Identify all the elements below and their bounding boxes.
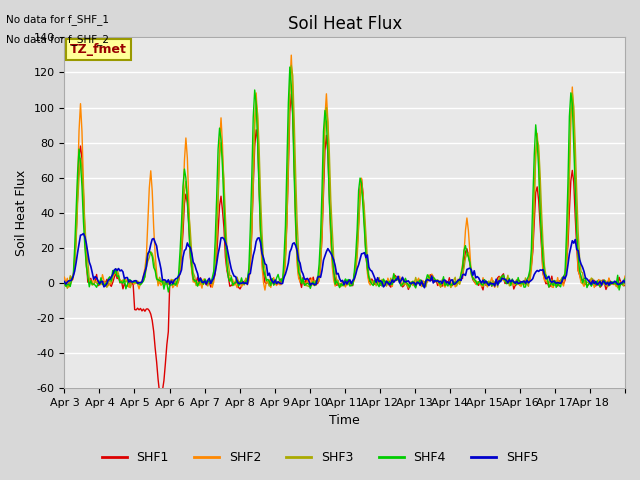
Text: No data for f_SHF_1: No data for f_SHF_1 — [6, 14, 109, 25]
X-axis label: Time: Time — [330, 414, 360, 427]
Y-axis label: Soil Heat Flux: Soil Heat Flux — [15, 170, 28, 256]
Text: No data for f_SHF_2: No data for f_SHF_2 — [6, 34, 109, 45]
Text: TZ_fmet: TZ_fmet — [70, 43, 127, 56]
Title: Soil Heat Flux: Soil Heat Flux — [287, 15, 402, 33]
Legend: SHF1, SHF2, SHF3, SHF4, SHF5: SHF1, SHF2, SHF3, SHF4, SHF5 — [97, 446, 543, 469]
